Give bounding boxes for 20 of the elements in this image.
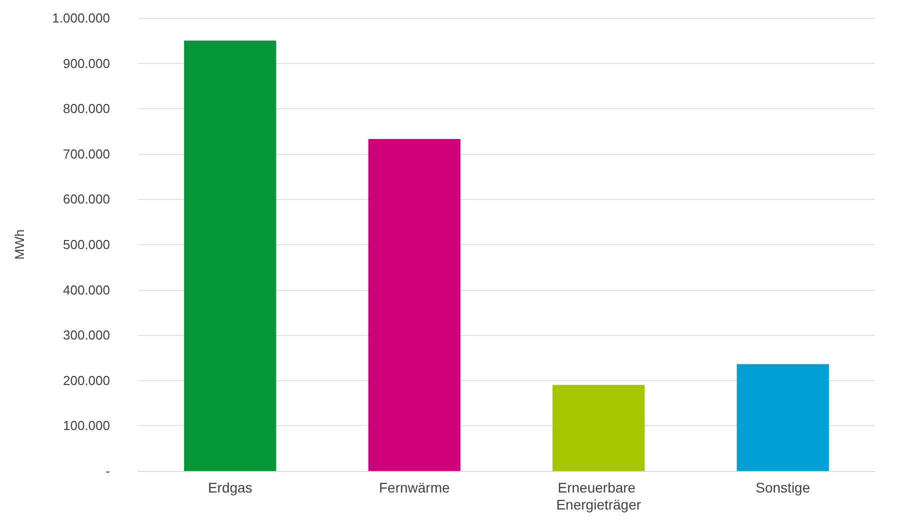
- x-tick-label: Erdgas: [208, 480, 252, 496]
- y-tick-label: 100.000: [63, 418, 110, 434]
- y-tick-label: 800.000: [63, 101, 110, 116]
- y-tick-label: -: [106, 464, 110, 478]
- y-tick-label: 400.000: [63, 282, 110, 298]
- y-tick-label: 700.000: [63, 146, 110, 162]
- x-tick-label: Fernwärme: [378, 480, 450, 496]
- x-tick-label: Erneuerbare Energieträger: [556, 480, 642, 512]
- x-tick-label: Sonstige: [756, 480, 810, 496]
- y-axis-title: MWh: [12, 229, 27, 260]
- bar: [368, 138, 460, 471]
- y-tick-label: 900.000: [63, 56, 110, 71]
- y-tick-label: 1.000.000: [52, 10, 110, 26]
- y-tick-label: 300.000: [63, 328, 110, 343]
- y-tick-label: 200.000: [63, 372, 110, 388]
- y-tick-label: 500.000: [63, 237, 110, 252]
- bar: [552, 384, 645, 471]
- bar: [184, 40, 276, 471]
- y-tick-label: 600.000: [63, 192, 110, 207]
- bar: [736, 364, 829, 471]
